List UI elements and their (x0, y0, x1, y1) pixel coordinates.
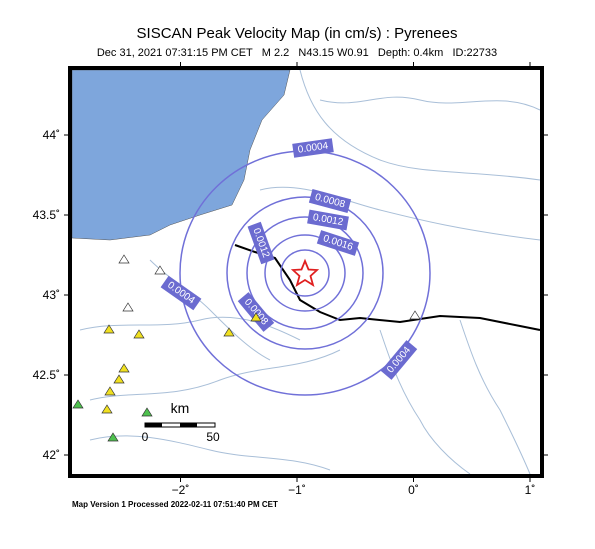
epicenter (290, 258, 320, 287)
scale-bar: km 0 50 (142, 400, 220, 444)
subtitle: Dec 31, 2021 07:31:15 PM CET M 2.2 N43.1… (97, 47, 497, 59)
contour-label: 0.0004 (297, 141, 329, 156)
footer: Map Version 1 Processed 2022-02-11 07:51… (72, 500, 278, 509)
lat-tick-label: 43.5˚ (33, 208, 60, 222)
lon-tick-label: −1˚ (288, 483, 306, 497)
scale-end: 50 (206, 430, 220, 444)
ocean (71, 69, 291, 241)
lat-tick-label: 42.5˚ (33, 368, 60, 382)
lat-tick-label: 42˚ (43, 448, 60, 462)
map-area: 0.0004 0.0008 0.0012 0.0016 0.0004 0.001… (68, 66, 544, 478)
lat-tick-label: 43˚ (43, 288, 60, 302)
scale-unit: km (171, 400, 190, 416)
border (234, 244, 541, 331)
contour-labels: 0.0004 0.0008 0.0012 0.0016 0.0004 0.001… (160, 138, 418, 380)
lat-tick-label: 44˚ (43, 128, 60, 142)
rivers (79, 69, 541, 475)
scale-start: 0 (142, 430, 149, 444)
stations (72, 254, 421, 442)
lon-tick-label: −2˚ (172, 483, 190, 497)
lon-tick-label: 1˚ (525, 483, 536, 497)
axes: 44˚ 43.5˚ 43˚ 42.5˚ 42˚ −2˚ −1˚ 0˚ 1˚ (33, 62, 548, 497)
lon-tick-label: 0˚ (408, 483, 419, 497)
contour-label: 0.0012 (312, 212, 344, 228)
title: SISCAN Peak Velocity Map (in cm/s) : Pyr… (137, 25, 458, 42)
map-frame (68, 66, 544, 478)
